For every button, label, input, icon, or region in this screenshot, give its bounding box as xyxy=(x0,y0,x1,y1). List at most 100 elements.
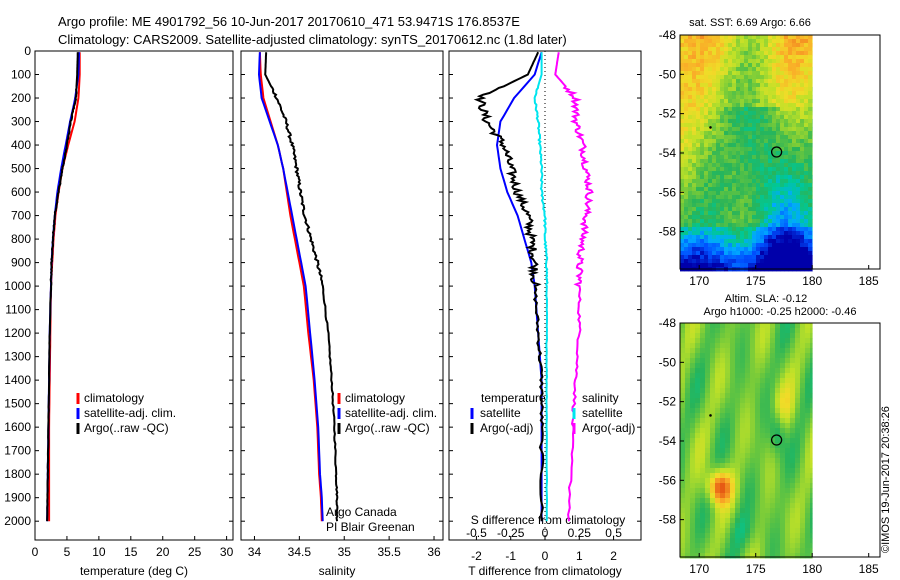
map-cell xyxy=(712,67,717,72)
map-cell xyxy=(735,528,741,534)
map-cell xyxy=(748,207,753,212)
map-cell xyxy=(810,393,813,399)
map-cell xyxy=(780,71,785,76)
map-cell xyxy=(776,95,781,100)
map-cell xyxy=(800,513,806,519)
map-cell xyxy=(792,143,797,148)
map-cell xyxy=(735,508,741,514)
map-cell xyxy=(700,103,705,108)
map-cell xyxy=(755,388,761,394)
map-cell xyxy=(720,553,726,559)
map-cell xyxy=(760,71,765,76)
map-cell xyxy=(700,528,706,534)
map-cell xyxy=(812,171,813,176)
map-cell xyxy=(740,483,746,489)
map-cell xyxy=(710,403,716,409)
map-cell xyxy=(688,75,693,80)
map-cell xyxy=(680,115,685,120)
map-cell xyxy=(760,199,765,204)
map-cell xyxy=(735,388,741,394)
map-cell xyxy=(724,63,729,68)
map-cell xyxy=(745,478,751,484)
map-cell xyxy=(720,59,725,64)
map-cell xyxy=(684,259,689,264)
map-cell xyxy=(720,223,725,228)
map-cell xyxy=(795,528,801,534)
map-cell xyxy=(688,179,693,184)
map-cell xyxy=(768,263,773,268)
map-cell xyxy=(800,403,806,409)
map-cell xyxy=(800,71,805,76)
map-cell xyxy=(796,123,801,128)
map-cell xyxy=(745,488,751,494)
sal-satellite-line xyxy=(257,52,324,522)
map-cell xyxy=(780,433,786,439)
map-cell xyxy=(792,147,797,152)
map-cell xyxy=(760,171,765,176)
map-cell xyxy=(700,111,705,116)
map-cell xyxy=(712,215,717,220)
map-cell xyxy=(748,75,753,80)
map-cell xyxy=(728,155,733,160)
map-cell xyxy=(720,55,725,60)
map-cell xyxy=(740,473,746,479)
map-cell xyxy=(740,333,746,339)
map-cell xyxy=(796,147,801,152)
map-cell xyxy=(770,458,776,464)
map-cell xyxy=(752,103,757,108)
map-cell xyxy=(810,483,813,489)
map-cell xyxy=(695,533,701,539)
map-cell xyxy=(704,207,709,212)
map-cell xyxy=(788,263,793,268)
map-cell xyxy=(725,438,731,444)
map-cell xyxy=(752,95,757,100)
map-cell xyxy=(804,43,809,48)
map-cell xyxy=(760,348,766,354)
map-cell xyxy=(756,67,761,72)
map-cell xyxy=(764,227,769,232)
map-cell xyxy=(688,107,693,112)
map-cell xyxy=(700,443,706,449)
map-cell xyxy=(730,458,736,464)
map-cell xyxy=(752,203,757,208)
map-cell xyxy=(805,328,811,334)
map-cell xyxy=(812,51,813,56)
map-cell xyxy=(760,368,766,374)
map-cell xyxy=(748,119,753,124)
map-cell xyxy=(804,191,809,196)
map-cell xyxy=(684,95,689,100)
map-cell xyxy=(780,503,786,509)
map-cell xyxy=(708,191,713,196)
map-cell xyxy=(804,119,809,124)
map-cell xyxy=(695,353,701,359)
y-tick-label: 1700 xyxy=(4,444,31,458)
map-cell xyxy=(772,103,777,108)
map-cell xyxy=(808,103,813,108)
map-cell xyxy=(748,195,753,200)
map-cell xyxy=(692,95,697,100)
map-cell xyxy=(680,87,685,92)
map-cell xyxy=(785,518,791,524)
map-cell xyxy=(688,195,693,200)
map-cell xyxy=(724,235,729,240)
map-cell xyxy=(796,163,801,168)
map-cell xyxy=(765,433,771,439)
sla-map-subtitle: Argo h1000: -0.25 h2000: -0.46 xyxy=(704,306,857,318)
map-cell xyxy=(770,468,776,474)
map-cell xyxy=(764,111,769,116)
map-cell xyxy=(725,368,731,374)
map-cell xyxy=(808,67,813,72)
map-cell xyxy=(796,203,801,208)
map-cell xyxy=(732,39,737,44)
map-cell xyxy=(715,453,721,459)
map-cell xyxy=(715,333,721,339)
map-cell xyxy=(788,211,793,216)
map-cell xyxy=(772,115,777,120)
map-cell xyxy=(740,47,745,52)
map-cell xyxy=(685,348,691,354)
map-cell xyxy=(736,47,741,52)
map-cell xyxy=(715,413,721,419)
map-cell xyxy=(780,363,786,369)
map-cell xyxy=(745,373,751,379)
map-cell xyxy=(732,219,737,224)
